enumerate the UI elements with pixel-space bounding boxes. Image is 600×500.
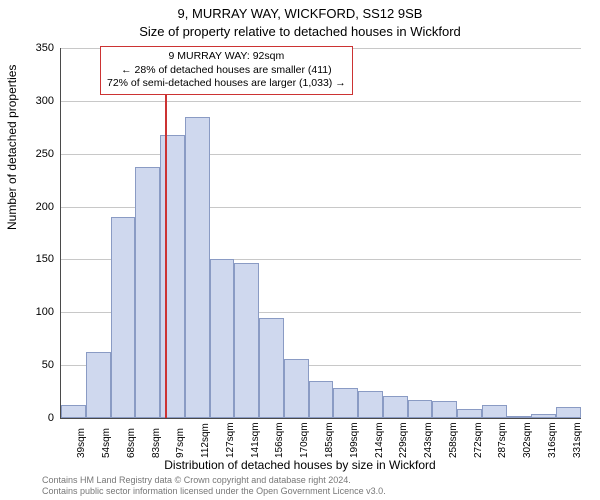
chart-title-main: 9, MURRAY WAY, WICKFORD, SS12 9SB — [0, 6, 600, 21]
y-tick-label: 100 — [14, 306, 54, 318]
chart-container: 9, MURRAY WAY, WICKFORD, SS12 9SB Size o… — [0, 0, 600, 500]
x-tick-label: 243sqm — [423, 422, 434, 458]
gridline — [61, 154, 581, 155]
y-tick-label: 200 — [14, 201, 54, 213]
histogram-bar — [432, 401, 457, 418]
y-tick-label: 150 — [14, 253, 54, 265]
x-tick-label: 287sqm — [497, 422, 508, 458]
x-tick-label: 127sqm — [225, 422, 236, 458]
annotation-line-3: 72% of semi-detached houses are larger (… — [107, 77, 346, 91]
histogram-bar — [185, 117, 210, 418]
annotation-line-2: ← 28% of detached houses are smaller (41… — [107, 64, 346, 78]
histogram-bar — [383, 396, 408, 418]
histogram-bar — [358, 391, 383, 418]
histogram-bar — [507, 416, 532, 418]
marker-line — [165, 48, 167, 418]
gridline — [61, 101, 581, 102]
x-tick-label: 141sqm — [250, 422, 261, 458]
histogram-bar — [457, 409, 482, 419]
x-tick-label: 331sqm — [572, 422, 583, 458]
y-tick-label: 250 — [14, 148, 54, 160]
histogram-bar — [556, 407, 581, 418]
chart-title-sub: Size of property relative to detached ho… — [0, 24, 600, 39]
x-tick-label: 316sqm — [547, 422, 558, 458]
x-tick-label: 229sqm — [398, 422, 409, 458]
y-tick-label: 300 — [14, 95, 54, 107]
x-tick-label: 185sqm — [324, 422, 335, 458]
histogram-bar — [86, 352, 111, 418]
y-tick-label: 0 — [14, 412, 54, 424]
x-tick-label: 302sqm — [522, 422, 533, 458]
histogram-bar — [284, 359, 309, 418]
x-tick-label: 39sqm — [76, 428, 87, 458]
histogram-bar — [259, 318, 284, 418]
histogram-bar — [61, 405, 86, 418]
x-tick-label: 170sqm — [299, 422, 310, 458]
histogram-bar — [234, 263, 259, 418]
histogram-bar — [408, 400, 433, 418]
x-tick-label: 156sqm — [274, 422, 285, 458]
x-tick-label: 258sqm — [448, 422, 459, 458]
x-tick-label: 214sqm — [374, 422, 385, 458]
histogram-bar — [482, 405, 507, 418]
x-tick-label: 272sqm — [473, 422, 484, 458]
y-tick-label: 350 — [14, 42, 54, 54]
x-tick-label: 83sqm — [151, 428, 162, 458]
license-line-1: Contains HM Land Registry data © Crown c… — [42, 475, 386, 486]
histogram-bar — [531, 414, 556, 418]
histogram-bar — [309, 381, 334, 418]
x-tick-label: 97sqm — [175, 428, 186, 458]
plot-area — [60, 48, 581, 419]
license-line-2: Contains public sector information licen… — [42, 486, 386, 497]
x-tick-label: 54sqm — [101, 428, 112, 458]
histogram-bar — [111, 217, 136, 418]
license-text: Contains HM Land Registry data © Crown c… — [42, 475, 386, 498]
histogram-bar — [135, 167, 160, 418]
annotation-box: 9 MURRAY WAY: 92sqm ← 28% of detached ho… — [100, 46, 353, 95]
x-tick-label: 199sqm — [349, 422, 360, 458]
annotation-line-1: 9 MURRAY WAY: 92sqm — [107, 50, 346, 64]
histogram-bar — [333, 388, 358, 418]
x-tick-label: 68sqm — [126, 428, 137, 458]
x-axis-label: Distribution of detached houses by size … — [0, 458, 600, 472]
histogram-bar — [210, 259, 235, 418]
x-tick-label: 112sqm — [200, 423, 211, 458]
histogram-bar — [160, 135, 185, 418]
y-tick-label: 50 — [14, 359, 54, 371]
